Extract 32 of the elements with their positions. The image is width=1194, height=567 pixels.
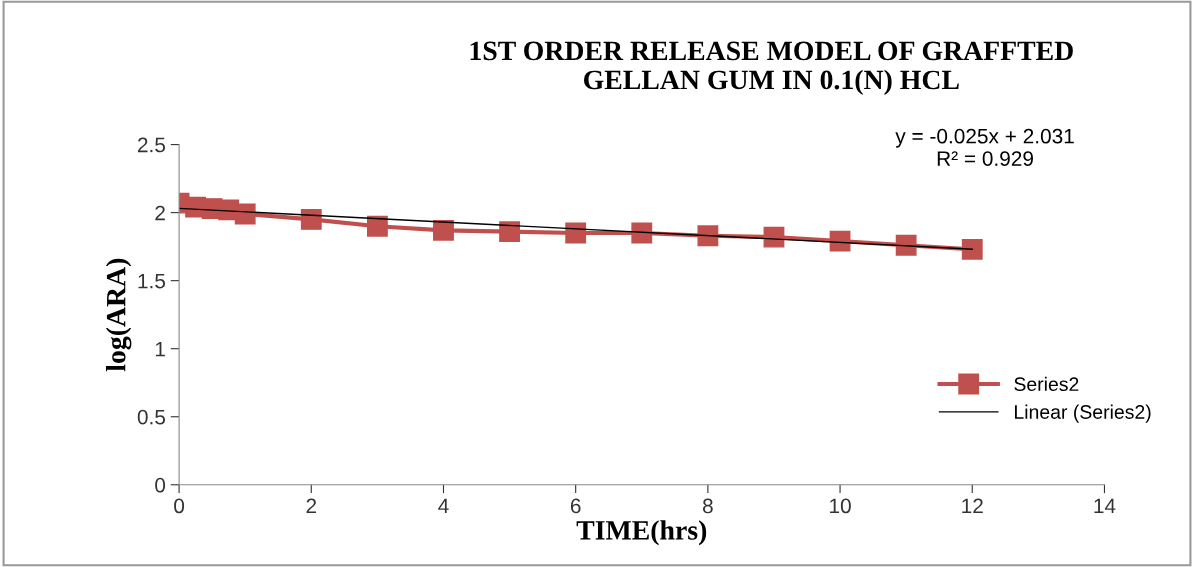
point xyxy=(697,225,719,247)
y-tick-label: 2.5 xyxy=(138,137,166,153)
x-tick-label: 10 xyxy=(830,498,851,514)
x-tick-label: 4 xyxy=(438,498,449,514)
annotation: y = -0.025x + 2.031 R² = 0.929 xyxy=(895,128,1074,166)
x-tick-label: 0 xyxy=(174,498,185,514)
point xyxy=(433,219,454,241)
legend-label: Linear (Series2) xyxy=(1015,404,1151,423)
y-tick-label: 2 xyxy=(155,205,165,221)
y-axis-title: log(ARA) xyxy=(105,258,132,372)
y-tick-label: 1.5 xyxy=(138,273,166,289)
legend-label: Series2 xyxy=(1014,376,1079,392)
point xyxy=(565,222,587,244)
y-tick-label: 0.5 xyxy=(137,409,166,425)
point xyxy=(499,221,520,243)
point xyxy=(961,238,983,260)
y-tick-label: 0 xyxy=(155,477,166,493)
x-tick-label: 2 xyxy=(306,498,317,514)
point xyxy=(366,215,388,237)
chart-title: 1ST ORDER RELEASE MODEL OF GRAFFTED GELLAN GUM IN 0.1(N) HCL xyxy=(470,41,1073,95)
x-axis-title: TIME(hrs) xyxy=(576,520,707,546)
point xyxy=(234,203,256,225)
y-tick-label: 1 xyxy=(155,341,165,357)
point xyxy=(300,209,322,230)
x-tick-label: 14 xyxy=(1094,498,1116,514)
x-tick-label: 8 xyxy=(702,498,713,514)
point xyxy=(631,222,653,244)
point xyxy=(829,230,851,252)
x-tick-label: 6 xyxy=(570,498,581,514)
x-tick-label: 12 xyxy=(962,498,983,514)
point xyxy=(763,226,785,248)
point xyxy=(895,234,917,256)
